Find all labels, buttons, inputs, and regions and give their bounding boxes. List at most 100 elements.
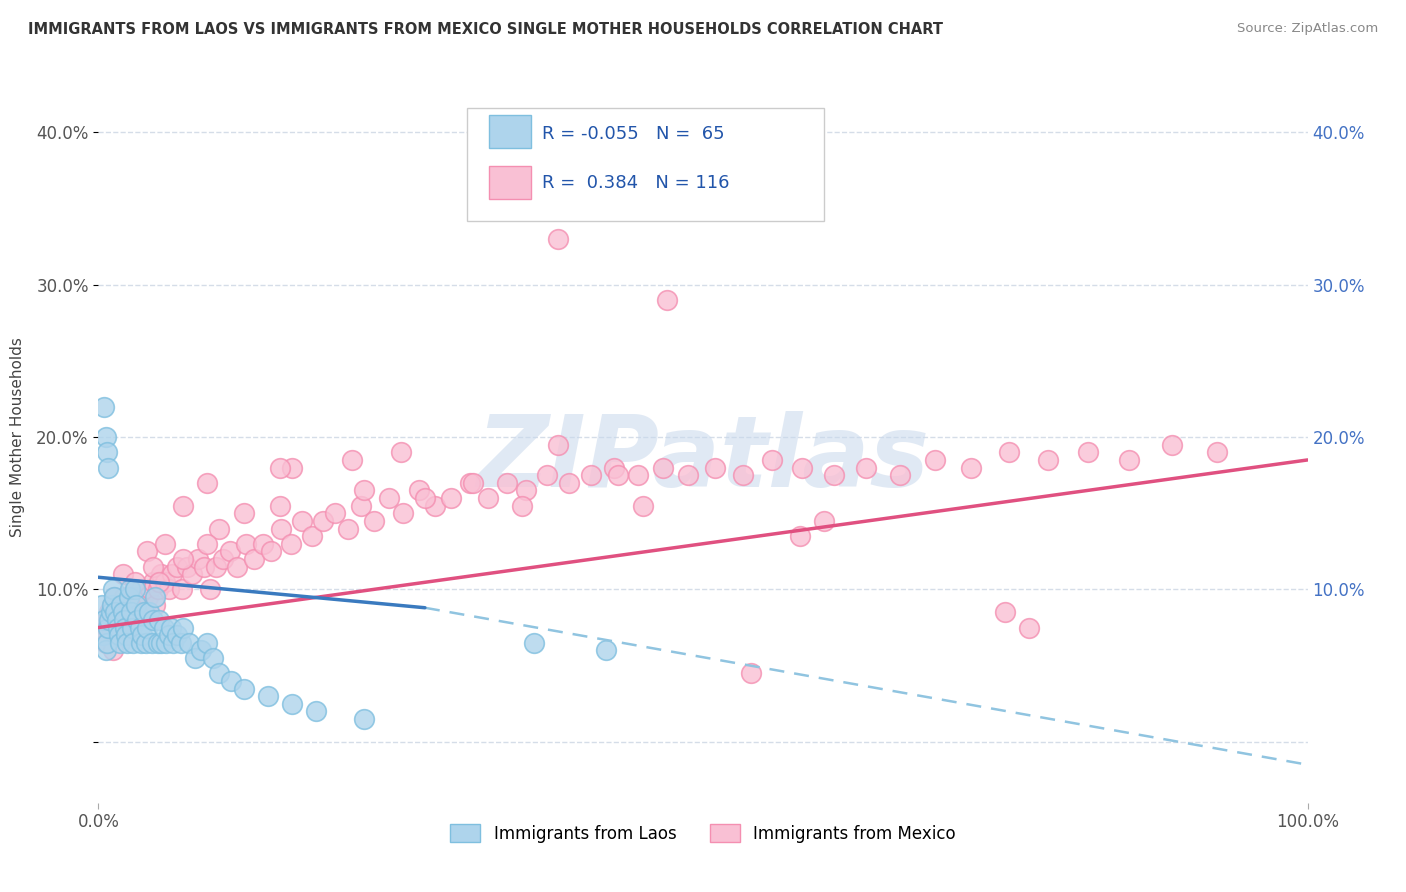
Point xyxy=(198,582,221,597)
Point xyxy=(118,628,141,642)
Point xyxy=(195,537,218,551)
Point xyxy=(889,468,911,483)
Point xyxy=(180,567,202,582)
Point xyxy=(536,468,558,483)
FancyBboxPatch shape xyxy=(467,108,824,221)
Point xyxy=(602,460,624,475)
Point xyxy=(142,574,165,589)
Point xyxy=(704,460,727,475)
Point xyxy=(202,651,225,665)
Point xyxy=(350,499,373,513)
Point xyxy=(103,590,125,604)
Point xyxy=(108,628,131,642)
Point xyxy=(204,559,226,574)
Point xyxy=(477,491,499,505)
Point xyxy=(655,293,678,307)
Point xyxy=(579,468,602,483)
Point xyxy=(142,559,165,574)
Point xyxy=(172,552,194,566)
Point xyxy=(269,499,291,513)
Point xyxy=(150,567,173,582)
Point xyxy=(855,460,877,475)
Point xyxy=(115,613,138,627)
Point xyxy=(120,598,142,612)
Point xyxy=(121,621,143,635)
Point xyxy=(558,475,581,490)
Point xyxy=(122,590,145,604)
Point xyxy=(232,506,254,520)
Point xyxy=(97,460,120,475)
Point xyxy=(93,613,115,627)
Point xyxy=(363,514,385,528)
Point xyxy=(114,621,136,635)
Point xyxy=(1036,453,1059,467)
Point xyxy=(157,628,180,642)
Point xyxy=(176,559,198,574)
Point xyxy=(631,499,654,513)
Point xyxy=(138,605,160,619)
Point xyxy=(336,521,359,535)
Point xyxy=(111,605,134,619)
Point xyxy=(813,514,835,528)
FancyBboxPatch shape xyxy=(489,167,531,199)
Point xyxy=(761,453,783,467)
Point xyxy=(392,506,415,520)
Point xyxy=(212,552,235,566)
Point xyxy=(208,521,231,535)
Point xyxy=(731,468,754,483)
Point xyxy=(157,582,180,597)
Point xyxy=(112,613,135,627)
Point xyxy=(142,613,165,627)
Point xyxy=(172,499,194,513)
Point xyxy=(136,590,159,604)
Point xyxy=(91,598,114,612)
Point xyxy=(96,445,118,459)
Text: R =  0.384   N = 116: R = 0.384 N = 116 xyxy=(543,174,730,192)
Point xyxy=(496,475,519,490)
Point xyxy=(547,438,569,452)
Point xyxy=(389,445,412,459)
Point xyxy=(353,483,375,498)
Point xyxy=(523,636,546,650)
Point xyxy=(111,567,134,582)
Point xyxy=(131,628,153,642)
Point xyxy=(96,636,118,650)
Point xyxy=(789,529,811,543)
Point xyxy=(193,559,215,574)
Point xyxy=(998,445,1021,459)
Point xyxy=(305,705,328,719)
Point xyxy=(104,605,127,619)
Point xyxy=(115,628,138,642)
Point xyxy=(118,590,141,604)
Point xyxy=(93,400,115,414)
Point xyxy=(377,491,399,505)
Point xyxy=(141,636,163,650)
Point xyxy=(195,475,218,490)
Point xyxy=(127,590,149,604)
Point xyxy=(120,605,142,619)
Point xyxy=(94,430,117,444)
Point xyxy=(135,636,157,650)
Point xyxy=(155,636,177,650)
Point xyxy=(97,621,120,635)
Point xyxy=(101,643,124,657)
Point xyxy=(135,544,157,558)
Point xyxy=(1206,445,1229,459)
Point xyxy=(413,491,436,505)
Point xyxy=(960,460,983,475)
Point xyxy=(408,483,430,498)
Point xyxy=(153,574,176,589)
Point xyxy=(103,590,125,604)
Point xyxy=(160,567,183,582)
Point xyxy=(342,453,364,467)
Point xyxy=(510,499,533,513)
Point xyxy=(122,636,145,650)
Point xyxy=(515,483,537,498)
Point xyxy=(108,636,131,650)
Point xyxy=(146,636,169,650)
Point xyxy=(232,681,254,696)
Point xyxy=(143,590,166,604)
Point xyxy=(219,544,242,558)
Point xyxy=(792,460,814,475)
Point xyxy=(117,636,139,650)
